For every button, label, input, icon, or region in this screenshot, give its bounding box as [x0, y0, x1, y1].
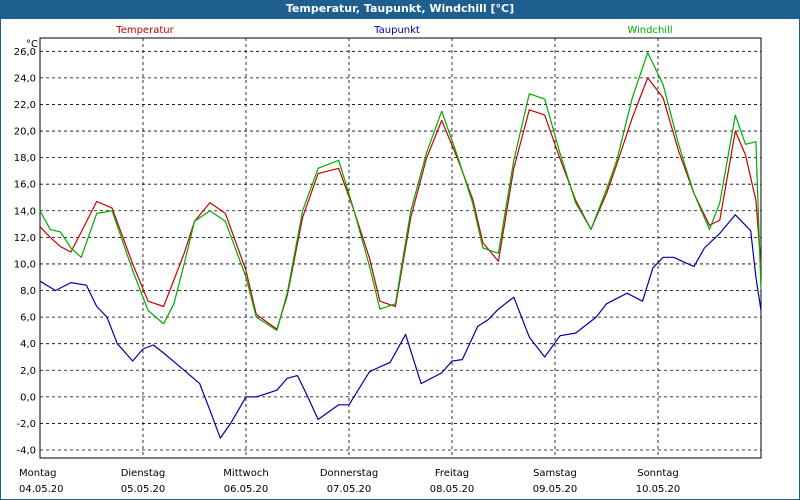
legend-entry-windchill: Windchill: [627, 25, 672, 36]
x-tick-day-label: Dienstag: [121, 468, 166, 479]
x-tick-date-label: 07.05.20: [327, 484, 372, 495]
y-tick-label: 18,0: [14, 153, 36, 164]
y-tick-label: 12,0: [14, 233, 36, 244]
x-tick-date-label: 09.05.20: [533, 484, 578, 495]
series-line-temperatur: [39, 77, 762, 330]
y-tick-label: 4,0: [20, 339, 36, 350]
series-line-taupunkt: [39, 214, 762, 439]
y-tick-label: 24,0: [14, 73, 36, 84]
x-tick-date-label: 08.05.20: [430, 484, 475, 495]
x-tick-day-label: Sonntag: [637, 468, 679, 479]
x-tick-date-label: 04.05.20: [19, 484, 64, 495]
y-tick-label: 2,0: [20, 366, 36, 377]
y-tick-label: 14,0: [14, 206, 36, 217]
x-tick-day-label: Mittwoch: [223, 468, 268, 479]
x-tick-day-label: Montag: [19, 468, 56, 479]
y-tick-label: -4,0: [16, 446, 36, 457]
y-tick-label: 16,0: [14, 180, 36, 191]
x-tick-date-label: 05.05.20: [121, 484, 166, 495]
legend-entry-temperatur: Temperatur: [115, 25, 174, 36]
x-tick-date-label: 10.05.20: [636, 484, 681, 495]
x-tick-day-label: Donnerstag: [320, 468, 378, 479]
legend-entry-taupunkt: Taupunkt: [373, 25, 420, 36]
y-tick-label: 26,0: [14, 47, 36, 58]
series-line-windchill: [39, 52, 762, 331]
y-tick-label: 0,0: [20, 392, 36, 403]
y-tick-label: 10,0: [14, 259, 36, 270]
x-tick-date-label: 06.05.20: [224, 484, 269, 495]
y-axis-label: °C: [26, 39, 38, 50]
y-tick-label: 22,0: [14, 100, 36, 111]
y-tick-label: -2,0: [16, 419, 36, 430]
chart-title: Temperatur, Taupunkt, Windchill [°C]: [285, 2, 515, 15]
plot-area-border: [39, 37, 762, 459]
y-tick-label: 6,0: [20, 313, 36, 324]
chart-title-bar: Temperatur, Taupunkt, Windchill [°C]: [0, 0, 800, 18]
x-tick-day-label: Freitag: [435, 468, 469, 479]
x-tick-day-label: Samstag: [533, 468, 577, 479]
y-tick-label: 8,0: [20, 286, 36, 297]
y-tick-label: 20,0: [14, 127, 36, 138]
